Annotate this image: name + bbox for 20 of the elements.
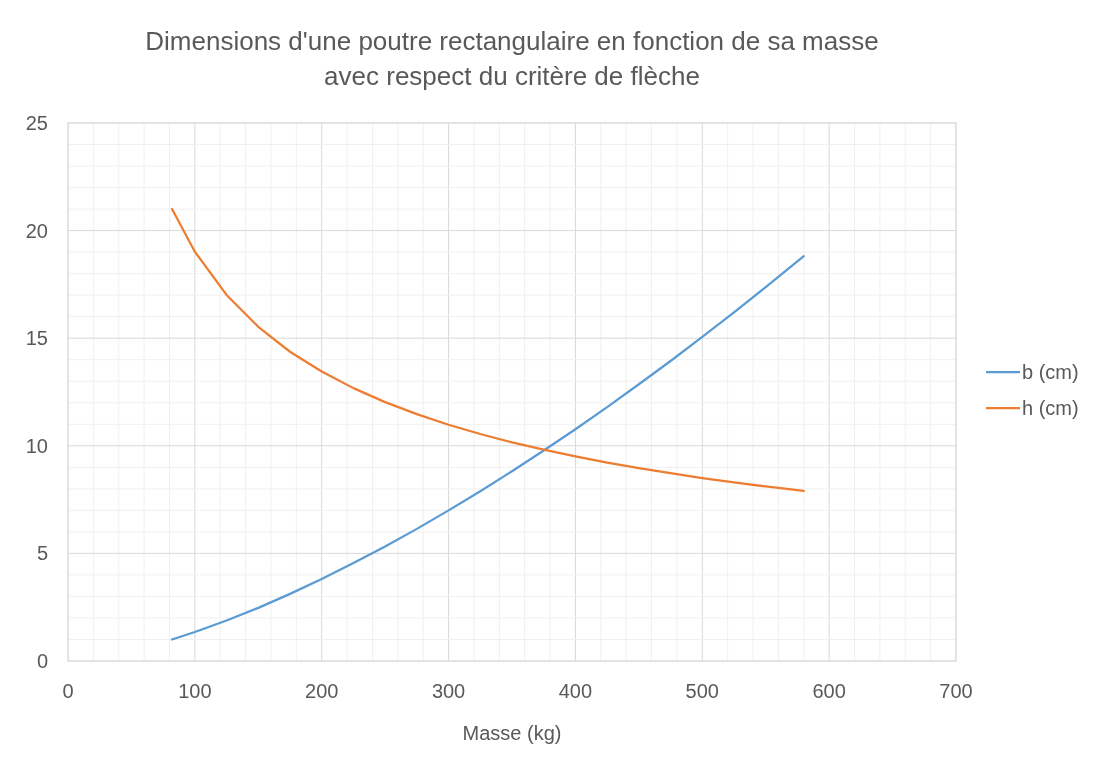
y-tick-label: 15	[25, 327, 48, 350]
y-tick-label: 25	[25, 112, 48, 134]
legend-label: h (cm)	[1022, 397, 1079, 419]
y-tick-label: 20	[25, 219, 48, 242]
x-tick-label: 300	[431, 680, 466, 702]
chart-title: Dimensions d'une poutre rectangulaire en fonction de sa masse avec respect du critère de flèche	[145, 26, 879, 91]
legend-label: b (cm)	[1022, 361, 1079, 383]
x-tick-label: 700	[939, 680, 973, 702]
line-series	[170, 207, 805, 493]
x-tick-label: 200	[305, 680, 339, 702]
line-series	[170, 255, 805, 641]
y-tick-label: 5	[36, 542, 48, 565]
x-axis-title: Masse (kg)	[462, 722, 562, 744]
x-tick-label: 400	[558, 680, 593, 702]
x-tick-label: 500	[685, 680, 719, 702]
x-tick-label: 0	[62, 680, 74, 702]
x-tick-label: 100	[178, 680, 212, 702]
x-tick-label: 600	[812, 680, 846, 702]
y-tick-label: 10	[25, 434, 48, 457]
y-tick-label: 0	[36, 650, 48, 672]
